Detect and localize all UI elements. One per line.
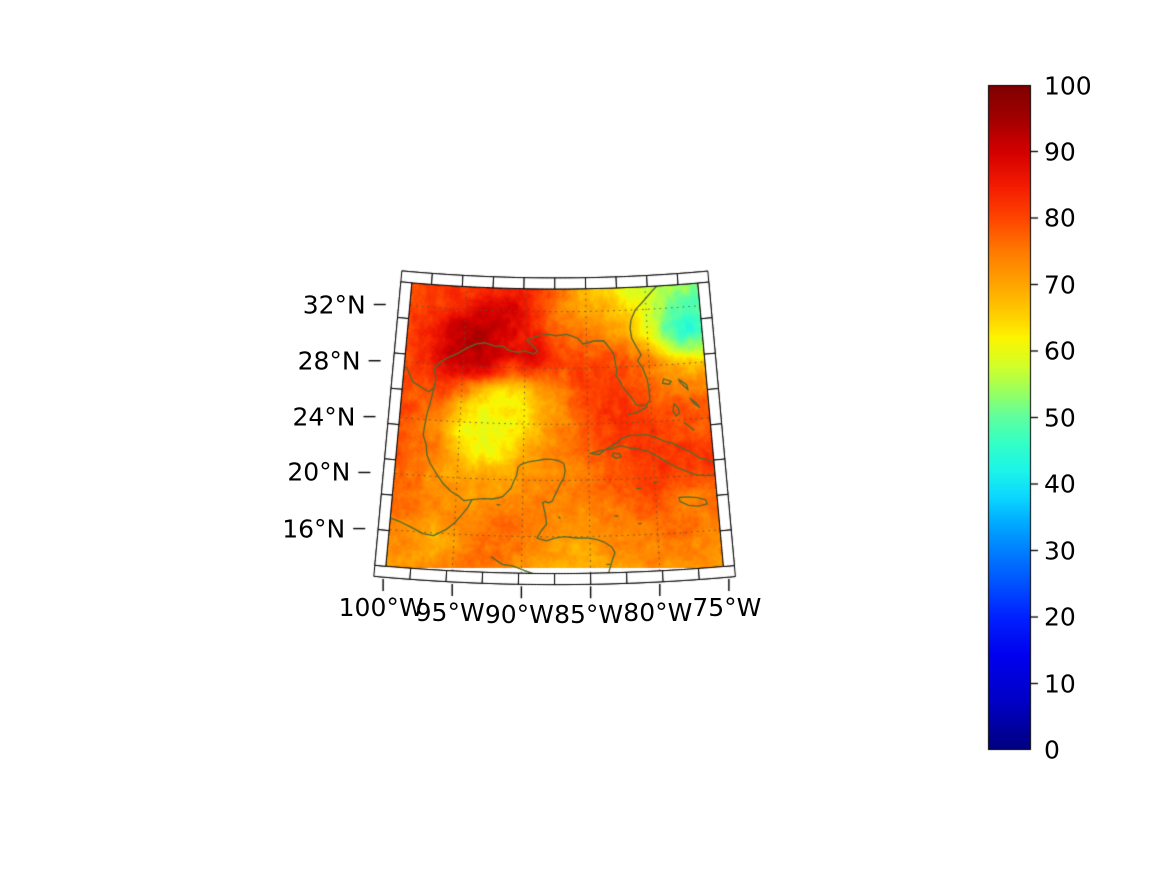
colorbar-tick-label: 10 bbox=[1044, 669, 1076, 698]
colorbar-tick-label: 60 bbox=[1044, 336, 1076, 366]
colorbar-tick-label: 30 bbox=[1044, 536, 1076, 565]
lon-tick-label: 80°W bbox=[623, 597, 693, 627]
lat-tick-label: 32°N bbox=[302, 290, 366, 319]
colorbar-tick-label: 90 bbox=[1044, 137, 1076, 166]
colorbar-tick-label: 50 bbox=[1044, 403, 1076, 432]
lat-tick-label: 24°N bbox=[292, 402, 356, 432]
lat-tick-label: 16°N bbox=[282, 514, 346, 544]
lon-tick-label: 100°W bbox=[338, 593, 424, 623]
colorbar-tick-label: 40 bbox=[1044, 469, 1076, 499]
colorbar-tick-label: 20 bbox=[1044, 602, 1076, 632]
colorbar-tick-label: 80 bbox=[1044, 203, 1076, 233]
lon-tick-label: 85°W bbox=[554, 600, 624, 630]
colorbar-tick-label: 0 bbox=[1044, 735, 1060, 764]
lat-tick-label: 28°N bbox=[297, 346, 361, 376]
colorbar-tick-label: 100 bbox=[1044, 71, 1092, 100]
colorbar-tick-label: 70 bbox=[1044, 270, 1076, 299]
lon-tick-label: 90°W bbox=[484, 600, 554, 630]
lat-tick-label: 20°N bbox=[287, 457, 351, 487]
lon-tick-label: 75°W bbox=[692, 593, 762, 623]
lon-tick-label: 95°W bbox=[415, 597, 485, 627]
